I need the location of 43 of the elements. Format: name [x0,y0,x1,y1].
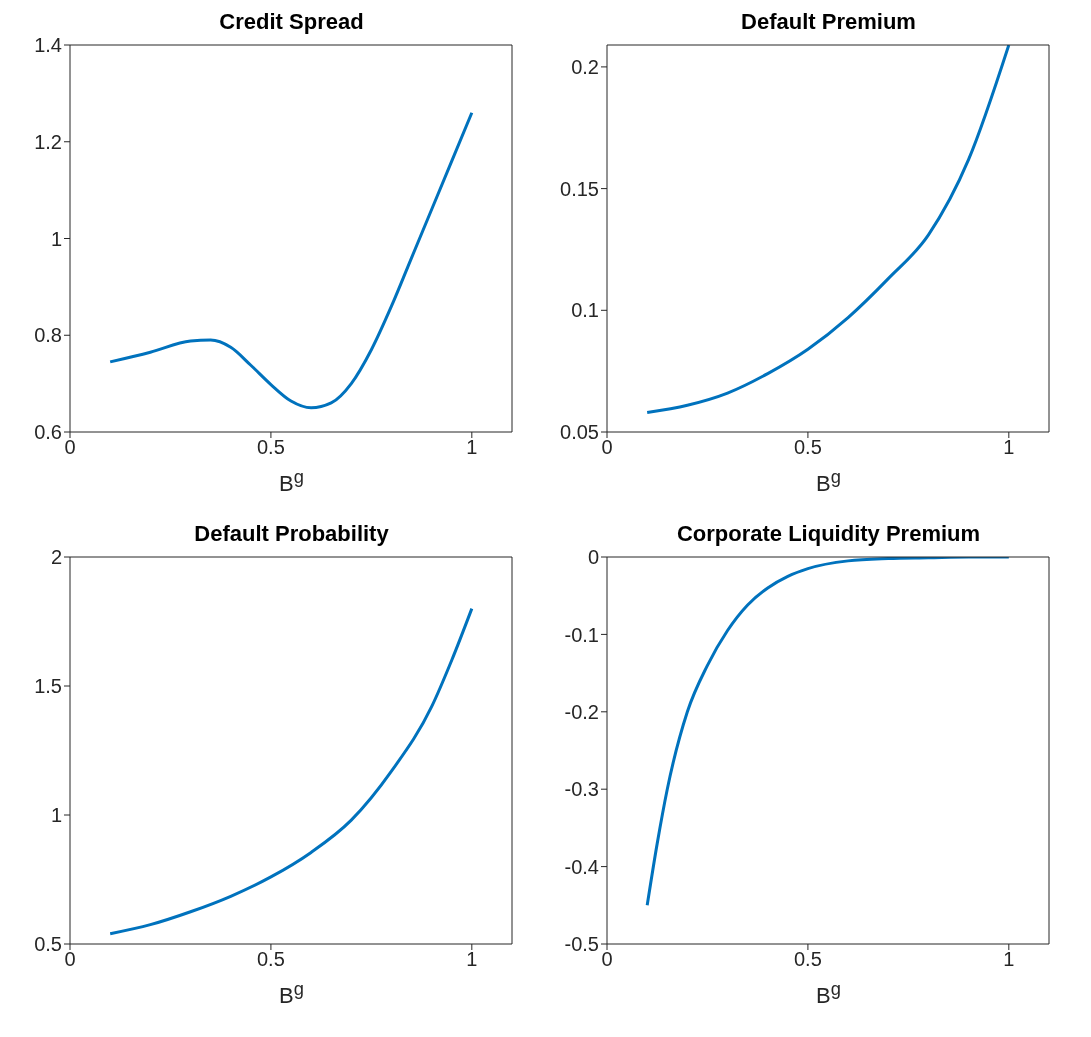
x-axis-title: B$^{g}$ [278,466,305,498]
x-tick-label: 0 [64,948,76,971]
y-tick-label: -0.1 [564,623,599,646]
y-tick-label: 1.5 [34,675,62,698]
y-tick-label: 1.2 [34,130,62,153]
x-tick-label: 0.5 [257,436,285,459]
x-tick-label: 1 [1003,948,1015,971]
chart-title: Corporate Liquidity Premium [675,520,982,548]
x-tick-label: 1 [466,436,478,459]
line-series [108,607,474,936]
y-tick-label: 0 [587,546,599,569]
x-axis-title: B$^{g}$ [815,466,842,498]
y-tick-label: 0.6 [34,421,62,444]
line-series [645,557,1011,907]
y-tick-label: 2 [50,546,62,569]
y-tick-label: -0.2 [564,700,599,723]
y-tick-label: 0.8 [34,324,62,347]
chart-title: Default Probability [193,520,390,548]
y-tick-label: 0.05 [560,421,599,444]
x-tick-label: 0 [601,436,613,459]
x-tick-label: 0 [64,436,76,459]
x-tick-label: 1 [466,948,478,971]
chart-title: Default Premium [740,8,917,36]
x-tick-label: 1 [1003,436,1015,459]
x-axis-title: B$^{g}$ [815,978,842,1010]
y-tick-label: -0.5 [564,933,599,956]
y-tick-label: 0.5 [34,933,62,956]
line-series [108,111,474,410]
y-tick-label: 1 [50,804,62,827]
chart-title: Credit Spread [218,8,365,36]
y-tick-label: -0.4 [564,855,599,878]
y-tick-label: 0.15 [560,177,599,200]
x-axis-title: B$^{g}$ [278,978,305,1010]
x-tick-label: 0.5 [794,436,822,459]
y-tick-label: 1.4 [34,34,62,57]
line-series [645,45,1011,415]
y-tick-label: 0.2 [571,56,599,79]
y-tick-label: 1 [50,227,62,250]
x-tick-label: 0.5 [794,948,822,971]
y-tick-label: 0.1 [571,299,599,322]
x-tick-label: 0.5 [257,948,285,971]
x-tick-label: 0 [601,948,613,971]
y-tick-label: -0.3 [564,778,599,801]
